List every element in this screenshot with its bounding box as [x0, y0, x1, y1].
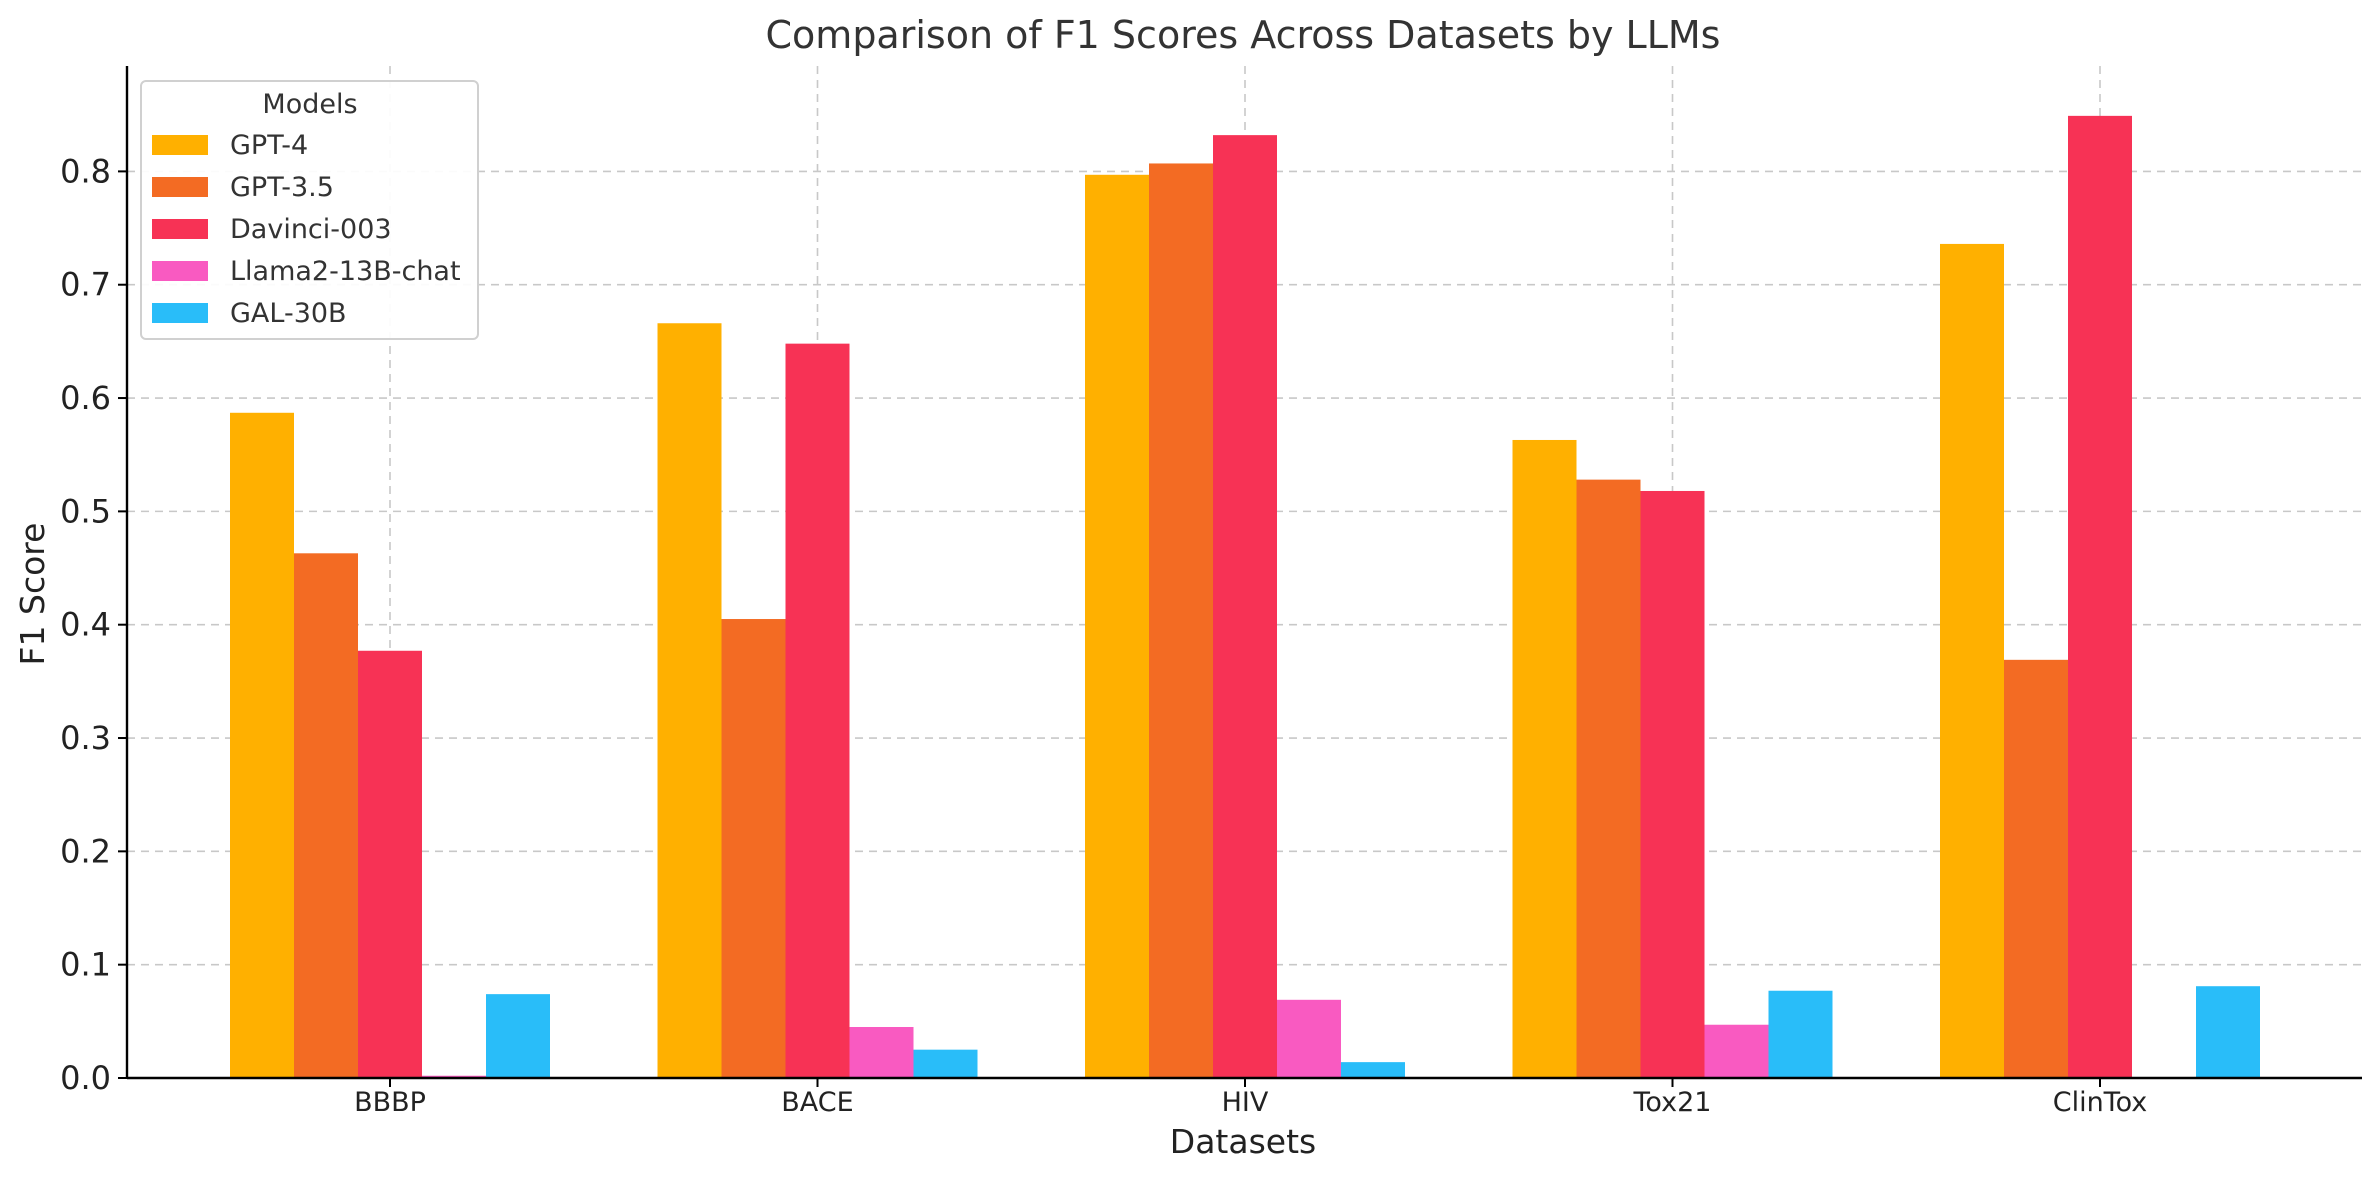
legend-items: GPT-4 GPT-3.5 Davinci-003 Llama2-13B-chat GA…: [152, 130, 461, 329]
y-axis-label: F1 Score: [13, 523, 52, 666]
ticks: 0.0 0.1 0.2 0.3 0.4 0.5 0.6 0.7 0.8 BBBP BACE HIV To…: [60, 152, 2147, 1118]
y-tick-label: 0.5: [60, 492, 111, 530]
bar-gpt-3-5-bbbp: [294, 553, 358, 1078]
bar-gal-30b-tox21: [1768, 990, 1833, 1078]
x-tick-label-bace: BACE: [781, 1087, 853, 1118]
legend-item-llama2-13b-chat: Llama2-13B-chat: [152, 256, 461, 287]
x-axis-label: Datasets: [1170, 1122, 1316, 1161]
y-tick-label: 0.1: [60, 946, 111, 984]
legend-item-gal-30b: GAL-30B: [152, 298, 347, 329]
bar-davinci-003-bace: [785, 343, 850, 1078]
bar-gal-30b-bbbp: [486, 994, 550, 1078]
bar-gpt-4-bbbp: [230, 412, 294, 1078]
bar-llama2-13b-chat-bace: [849, 1027, 914, 1078]
bar-gpt-3-5-clintox: [2004, 659, 2068, 1078]
bar-gpt-4-bace: [657, 323, 722, 1078]
series-gpt-3-5: [294, 163, 2068, 1078]
y-tick-label: 0.6: [60, 379, 111, 417]
bar-gpt-4-hiv: [1085, 174, 1149, 1078]
bars: [230, 115, 2260, 1079]
bar-gpt-3-5-tox21: [1576, 479, 1641, 1078]
legend-swatch: [152, 177, 208, 197]
legend-swatch: [152, 261, 208, 281]
y-tick-label: 0.2: [60, 832, 111, 870]
bar-davinci-003-hiv: [1213, 135, 1277, 1078]
legend-swatch: [152, 219, 208, 239]
x-tick-label-bbbp: BBBP: [354, 1087, 426, 1118]
bar-llama2-13b-chat-hiv: [1277, 999, 1341, 1078]
bar-gpt-3-5-bace: [721, 619, 786, 1078]
series-gpt-4: [230, 174, 2004, 1079]
legend-frame: [140, 80, 479, 340]
y-tick-label: 0.7: [60, 266, 111, 304]
bar-gal-30b-hiv: [1341, 1062, 1405, 1078]
legend-title: Models: [262, 89, 357, 120]
legend: Models GPT-4 GPT-3.5 Davinci-003 Llama2-13B…: [140, 80, 479, 340]
x-tick-label-hiv: HIV: [1222, 1087, 1269, 1118]
legend-label: GPT-3.5: [230, 172, 334, 203]
bar-gal-30b-clintox: [2196, 986, 2260, 1078]
bar-gpt-4-clintox: [1940, 243, 2004, 1078]
y-tick-label: 0.3: [60, 719, 111, 757]
series-gal-30b: [486, 986, 2260, 1078]
legend-item-gpt-3-5: GPT-3.5: [152, 172, 334, 203]
legend-item-gpt-4: GPT-4: [152, 130, 308, 161]
bar-davinci-003-bbbp: [358, 650, 422, 1078]
x-tick-label-tox21: Tox21: [1633, 1087, 1712, 1118]
bar-gal-30b-bace: [913, 1049, 978, 1078]
bar-davinci-003-tox21: [1640, 490, 1705, 1078]
legend-label: Llama2-13B-chat: [230, 256, 461, 287]
x-tick-label-clintox: ClinTox: [2053, 1087, 2148, 1118]
bar-davinci-003-clintox: [2068, 115, 2132, 1078]
series-davinci-003: [358, 115, 2132, 1078]
legend-label: Davinci-003: [230, 214, 392, 245]
y-tick-label: 0.8: [60, 152, 111, 190]
series-llama2-13b-chat: [422, 999, 1769, 1078]
legend-swatch: [152, 135, 208, 155]
legend-label: GPT-4: [230, 130, 308, 161]
y-tick-label: 0.4: [60, 606, 111, 644]
bar-gpt-4-tox21: [1512, 439, 1577, 1079]
bar-llama2-13b-chat-tox21: [1704, 1024, 1769, 1078]
chart-title: Comparison of F1 Scores Across Datasets …: [766, 13, 1721, 57]
y-tick-label: 0.0: [60, 1059, 111, 1097]
legend-swatch: [152, 303, 208, 323]
bar-gpt-3-5-hiv: [1149, 163, 1213, 1078]
legend-label: GAL-30B: [230, 298, 347, 329]
legend-item-davinci-003: Davinci-003: [152, 214, 392, 245]
